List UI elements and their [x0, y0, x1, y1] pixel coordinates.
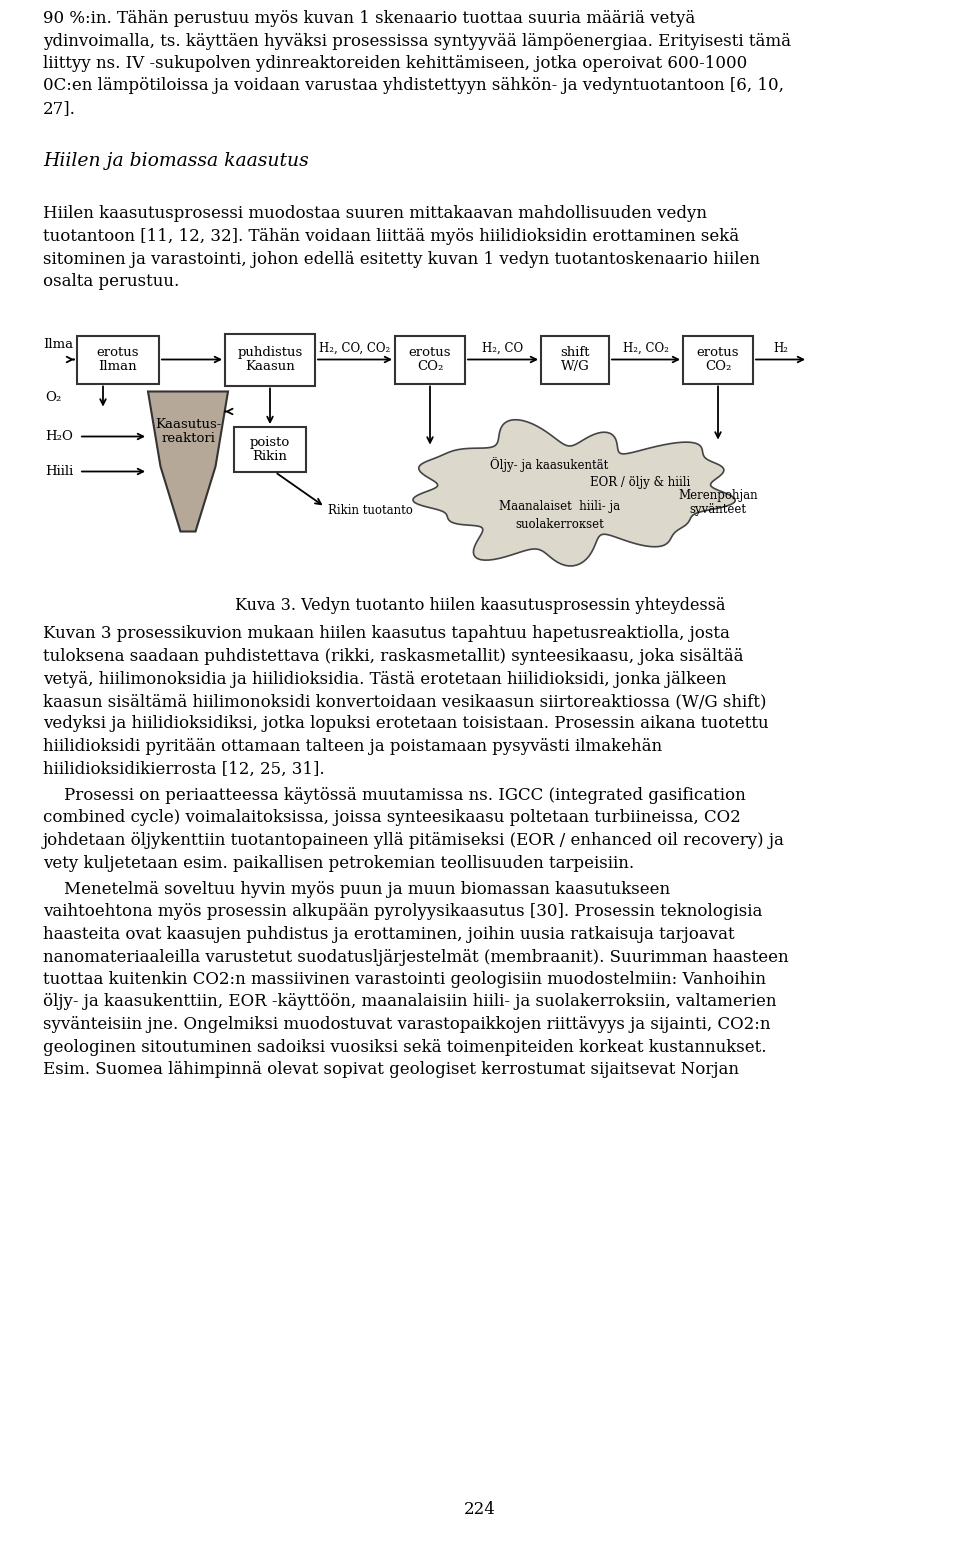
- Text: H₂: H₂: [773, 341, 788, 354]
- Text: H₂, CO, CO₂: H₂, CO, CO₂: [320, 341, 391, 354]
- Text: vedyksi ja hiilidioksidiksi, jotka lopuksi erotetaan toisistaan. Prosessin aikan: vedyksi ja hiilidioksidiksi, jotka lopuk…: [43, 715, 769, 732]
- Text: hiilidioksidi pyritään ottamaan talteen ja poistamaan pysyvästi ilmakehän: hiilidioksidi pyritään ottamaan talteen …: [43, 739, 662, 756]
- Text: 0C:en lämpötiloissa ja voidaan varustaa yhdistettyyn sähkön- ja vedyntuotantoon : 0C:en lämpötiloissa ja voidaan varustaa …: [43, 77, 784, 94]
- Text: ydinvoimalla, ts. käyttäen hyväksi prosessissa syntyyvää lämpöenergiaa. Erityise: ydinvoimalla, ts. käyttäen hyväksi prose…: [43, 32, 791, 49]
- Text: Hiili: Hiili: [45, 465, 73, 477]
- Text: Prosessi on periaatteessa käytössä muutamissa ns. IGCC (integrated gasification: Prosessi on periaatteessa käytössä muuta…: [43, 786, 746, 803]
- Text: geologinen sitoutuminen sadoiksi vuosiksi sekä toimenpiteiden korkeat kustannuks: geologinen sitoutuminen sadoiksi vuosiks…: [43, 1038, 766, 1055]
- Text: hiilidioksidikierrosta [12, 25, 31].: hiilidioksidikierrosta [12, 25, 31].: [43, 760, 324, 777]
- FancyBboxPatch shape: [77, 335, 159, 383]
- Text: puhdistus: puhdistus: [237, 346, 302, 358]
- Text: johdetaan öljykenttiin tuotantopaineen yllä pitämiseksi (EOR / enhanced oil reco: johdetaan öljykenttiin tuotantopaineen y…: [43, 833, 785, 850]
- Text: Ilma: Ilma: [43, 338, 73, 352]
- Text: nanomateriaaleilla varustetut suodatusljärjestelmät (membraanit). Suurimman haas: nanomateriaaleilla varustetut suodatuslj…: [43, 949, 788, 966]
- Text: haasteita ovat kaasujen puhdistus ja erottaminen, joihin uusia ratkaisuja tarjoa: haasteita ovat kaasujen puhdistus ja ero…: [43, 925, 734, 942]
- Text: tuloksena saadaan puhdistettava (rikki, raskasmetallit) synteesikaasu, joka sisä: tuloksena saadaan puhdistettava (rikki, …: [43, 647, 743, 664]
- Text: erotus: erotus: [697, 346, 739, 358]
- Text: CO₂: CO₂: [705, 360, 732, 372]
- Text: tuotantoon [11, 12, 32]. Tähän voidaan liittää myös hiilidioksidin erottaminen s: tuotantoon [11, 12, 32]. Tähän voidaan l…: [43, 229, 739, 246]
- Text: combined cycle) voimalaitoksissa, joissa synteesikaasu poltetaan turbiineissa, C: combined cycle) voimalaitoksissa, joissa…: [43, 810, 741, 827]
- Text: Kuvan 3 prosessikuvion mukaan hiilen kaasutus tapahtuu hapetusreaktiolla, josta: Kuvan 3 prosessikuvion mukaan hiilen kaa…: [43, 626, 730, 643]
- Text: Hiilen ja biomassa kaasutus: Hiilen ja biomassa kaasutus: [43, 153, 309, 170]
- Text: Maanalaiset  hiili- ja: Maanalaiset hiili- ja: [499, 501, 620, 513]
- FancyBboxPatch shape: [234, 426, 306, 473]
- Text: Esim. Suomea lähimpinnä olevat sopivat geologiset kerrostumat sijaitsevat Norjan: Esim. Suomea lähimpinnä olevat sopivat g…: [43, 1061, 739, 1078]
- Text: syvänteisiin jne. Ongelmiksi muodostuvat varastopaikkojen riittävyys ja sijainti: syvänteisiin jne. Ongelmiksi muodostuvat…: [43, 1017, 771, 1034]
- Polygon shape: [413, 420, 735, 565]
- Text: Kaasutus-
reaktori: Kaasutus- reaktori: [155, 417, 221, 445]
- Text: vety kuljetetaan esim. paikallisen petrokemian teollisuuden tarpeisiin.: vety kuljetetaan esim. paikallisen petro…: [43, 854, 635, 871]
- Text: tuottaa kuitenkin CO2:n massiivinen varastointi geologisiin muodostelmiin: Vanho: tuottaa kuitenkin CO2:n massiivinen vara…: [43, 970, 766, 987]
- Text: liittyy ns. IV -sukupolven ydinreaktoreiden kehittämiseen, jotka operoivat 600-1: liittyy ns. IV -sukupolven ydinreaktorei…: [43, 56, 747, 73]
- Text: vaihtoehtona myös prosessin alkupään pyrolyysikaasutus [30]. Prosessin teknologi: vaihtoehtona myös prosessin alkupään pyr…: [43, 904, 762, 921]
- Text: CO₂: CO₂: [417, 360, 444, 372]
- Text: erotus: erotus: [409, 346, 451, 358]
- Text: H₂O: H₂O: [45, 430, 73, 443]
- Polygon shape: [148, 391, 228, 531]
- Text: poisto: poisto: [250, 436, 290, 450]
- Text: Merenpohjan
syvänteet: Merenpohjan syvänteet: [678, 488, 757, 516]
- Text: O₂: O₂: [45, 391, 61, 403]
- Text: H₂, CO: H₂, CO: [483, 341, 523, 354]
- Text: öljy- ja kaasukenttiin, EOR -käyttöön, maanalaisiin hiili- ja suolakerroksiin, v: öljy- ja kaasukenttiin, EOR -käyttöön, m…: [43, 993, 777, 1010]
- Text: Kaasun: Kaasun: [245, 360, 295, 372]
- Text: suolakerrокset: suolakerrокset: [516, 518, 605, 531]
- FancyBboxPatch shape: [395, 335, 465, 383]
- FancyBboxPatch shape: [683, 335, 753, 383]
- Text: 224: 224: [464, 1502, 496, 1519]
- Text: kaasun sisältämä hiilimonoksidi konvertoidaan vesikaasun siirtoreaktiossa (W/G s: kaasun sisältämä hiilimonoksidi konverto…: [43, 694, 766, 711]
- FancyBboxPatch shape: [225, 334, 315, 386]
- Text: osalta perustuu.: osalta perustuu.: [43, 273, 180, 290]
- Text: Rikin tuotanto: Rikin tuotanto: [328, 505, 413, 518]
- Text: Menetelmä soveltuu hyvin myös puun ja muun biomassan kaasutukseen: Menetelmä soveltuu hyvin myös puun ja mu…: [43, 881, 670, 898]
- Text: shift: shift: [561, 346, 589, 358]
- Text: H₂, CO₂: H₂, CO₂: [623, 341, 669, 354]
- Text: sitominen ja varastointi, johon edellä esitetty kuvan 1 vedyn tuotantoskenaario : sitominen ja varastointi, johon edellä e…: [43, 250, 760, 267]
- Text: Hiilen kaasutusprosessi muodostaa suuren mittakaavan mahdollisuuden vedyn: Hiilen kaasutusprosessi muodostaa suuren…: [43, 205, 707, 222]
- Text: W/G: W/G: [561, 360, 589, 372]
- Text: Öljy- ja kaasukentät: Öljy- ja kaasukentät: [490, 457, 609, 471]
- FancyBboxPatch shape: [541, 335, 609, 383]
- Text: EOR / öljy & hiili: EOR / öljy & hiili: [590, 476, 690, 490]
- Text: Ilman: Ilman: [99, 360, 137, 372]
- Text: vetyä, hiilimonoksidia ja hiilidioksidia. Tästä erotetaan hiilidioksidi, jonka j: vetyä, hiilimonoksidia ja hiilidioksidia…: [43, 671, 727, 688]
- Text: erotus: erotus: [97, 346, 139, 358]
- Text: Kuva 3. Vedyn tuotanto hiilen kaasutusprosessin yhteydessä: Kuva 3. Vedyn tuotanto hiilen kaasutuspr…: [235, 598, 725, 615]
- Text: 27].: 27].: [43, 100, 76, 117]
- Text: 90 %:in. Tähän perustuu myös kuvan 1 skenaario tuottaa suuria määriä vetyä: 90 %:in. Tähän perustuu myös kuvan 1 ske…: [43, 9, 695, 26]
- Text: Rikin: Rikin: [252, 450, 287, 464]
